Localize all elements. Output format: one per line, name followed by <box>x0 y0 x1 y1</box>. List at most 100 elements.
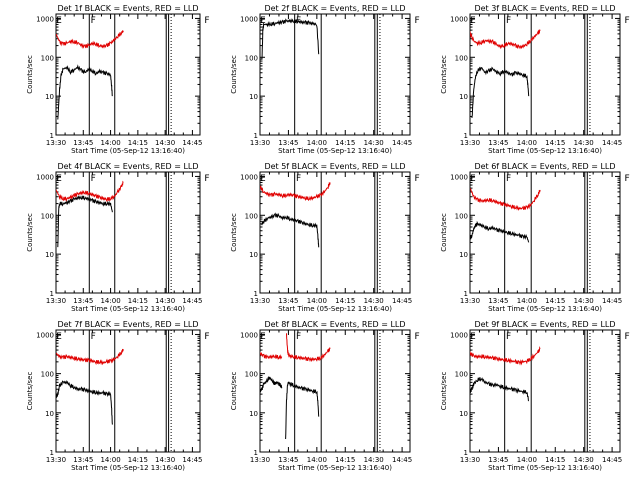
y-axis-label: Counts/sec <box>440 213 448 252</box>
flag-marker-label: F <box>296 16 301 26</box>
events-series-line <box>261 212 320 248</box>
y-tick-label: 1000 <box>36 331 54 339</box>
x-tick-label: 14:45 <box>602 456 622 464</box>
y-tick-label: 100 <box>41 212 54 220</box>
x-tick-label: 14:30 <box>574 456 594 464</box>
flag-marker-label: E <box>470 16 476 26</box>
y-tick-label: 10 <box>249 251 258 259</box>
x-axis-label: Start Time (05-Sep-12 13:16:40) <box>278 305 392 313</box>
plot-frame <box>469 13 621 136</box>
plot-title: Det 8f BLACK = Events, RED = LLD <box>264 320 405 329</box>
flag-marker-label: F <box>624 332 629 342</box>
lld-series-line <box>470 29 541 50</box>
plot-title: Det 7f BLACK = Events, RED = LLD <box>57 320 198 329</box>
y-tick-label: 10 <box>45 410 54 418</box>
y-tick-label: 1000 <box>36 173 54 181</box>
x-tick-label: 14:00 <box>307 139 327 147</box>
flag-marker-label: F <box>506 174 511 184</box>
flag-marker-label: E <box>260 332 266 342</box>
plot-area <box>260 330 381 452</box>
flag-marker-label: F <box>506 16 511 26</box>
x-tick-label: 13:45 <box>278 456 298 464</box>
detector-plot: Det 2f BLACK = Events, RED = LLD Counts/s… <box>230 4 420 155</box>
plot-area <box>56 14 172 135</box>
plot-frame <box>259 171 411 294</box>
flag-marker-label: E <box>260 16 266 26</box>
plot-title: Det 6f BLACK = Events, RED = LLD <box>474 162 615 171</box>
x-axis-label: Start Time (05-Sep-12 13:16:40) <box>488 305 602 313</box>
x-tick-label: 14:45 <box>182 139 202 147</box>
flag-marker-label: F <box>296 332 301 342</box>
x-tick-label: 13:30 <box>460 297 480 305</box>
y-tick-label: 10 <box>45 251 54 259</box>
x-axis-label: Start Time (05-Sep-12 13:16:40) <box>488 147 602 155</box>
x-tick-label: 13:45 <box>73 456 93 464</box>
y-tick-label: 100 <box>245 54 258 62</box>
x-tick-label: 14:30 <box>155 456 175 464</box>
flag-marker-label: E <box>56 332 62 342</box>
x-tick-label: 14:30 <box>574 297 594 305</box>
x-tick-label: 14:00 <box>517 456 537 464</box>
y-axis-label: Counts/sec <box>230 55 238 94</box>
x-tick-label: 14:45 <box>602 139 622 147</box>
y-tick-label: 1000 <box>450 331 468 339</box>
flag-marker-label: F <box>414 174 419 184</box>
x-tick-label: 13:45 <box>488 456 508 464</box>
x-tick-label: 13:30 <box>250 456 270 464</box>
flag-marker-label: F <box>624 174 629 184</box>
flag-marker-label: F <box>414 332 419 342</box>
x-tick-label: 14:00 <box>100 297 120 305</box>
x-tick-label: 14:15 <box>545 139 565 147</box>
flag-marker-label: F <box>204 332 209 342</box>
x-tick-label: 14:30 <box>155 297 175 305</box>
flag-marker-label: F <box>204 174 209 184</box>
x-tick-label: 13:45 <box>73 139 93 147</box>
detector-plot: Det 9f BLACK = Events, RED = LLD Counts/s… <box>440 320 630 472</box>
plot-frame <box>469 329 621 453</box>
detector-plot: Det 1f BLACK = Events, RED = LLD Counts/s… <box>26 4 210 155</box>
plot-title: Det 1f BLACK = Events, RED = LLD <box>57 4 198 13</box>
flag-marker-label: F <box>91 16 96 26</box>
y-tick-label: 1000 <box>240 15 258 23</box>
x-tick-label: 14:15 <box>128 456 148 464</box>
y-tick-label: 1000 <box>450 173 468 181</box>
lld-series-line <box>56 348 124 366</box>
x-tick-label: 13:30 <box>460 456 480 464</box>
x-tick-label: 14:45 <box>182 297 202 305</box>
x-axis-label: Start Time (05-Sep-12 13:16:40) <box>71 305 185 313</box>
x-tick-label: 14:00 <box>100 139 120 147</box>
x-tick-label: 14:30 <box>364 139 384 147</box>
plot-title: Det 4f BLACK = Events, RED = LLD <box>57 162 198 171</box>
flag-marker-label: F <box>204 16 209 26</box>
x-tick-label: 14:30 <box>155 139 175 147</box>
x-tick-label: 14:15 <box>335 456 355 464</box>
flag-marker-label: E <box>56 174 62 184</box>
plot-frame <box>55 13 201 136</box>
y-axis-label: Counts/sec <box>26 55 34 94</box>
lld-series-line <box>56 30 124 49</box>
plot-frame <box>469 171 621 294</box>
plot-frame <box>55 329 201 453</box>
events-series-line <box>57 195 113 248</box>
x-axis-label: Start Time (05-Sep-12 13:16:40) <box>278 147 392 155</box>
x-axis-label: Start Time (05-Sep-12 13:16:40) <box>488 464 602 472</box>
x-tick-label: 13:30 <box>250 297 270 305</box>
x-tick-label: 14:45 <box>602 297 622 305</box>
y-tick-label: 10 <box>459 410 468 418</box>
flag-marker-label: F <box>296 174 301 184</box>
flag-marker-label: F <box>414 16 419 26</box>
detector-plot: Det 7f BLACK = Events, RED = LLD Counts/s… <box>26 320 210 472</box>
y-tick-label: 100 <box>455 371 468 379</box>
x-tick-label: 14:00 <box>307 297 327 305</box>
events-series-line <box>56 379 113 425</box>
y-axis-label: Counts/sec <box>230 213 238 252</box>
detector-plot: Det 5f BLACK = Events, RED = LLD Counts/s… <box>230 162 420 313</box>
x-tick-label: 13:45 <box>488 139 508 147</box>
plot-area <box>56 172 172 293</box>
lld-series-line <box>260 182 331 202</box>
y-tick-label: 100 <box>455 54 468 62</box>
lld-series-line <box>56 180 124 203</box>
x-tick-label: 14:00 <box>307 456 327 464</box>
x-tick-label: 14:15 <box>545 456 565 464</box>
